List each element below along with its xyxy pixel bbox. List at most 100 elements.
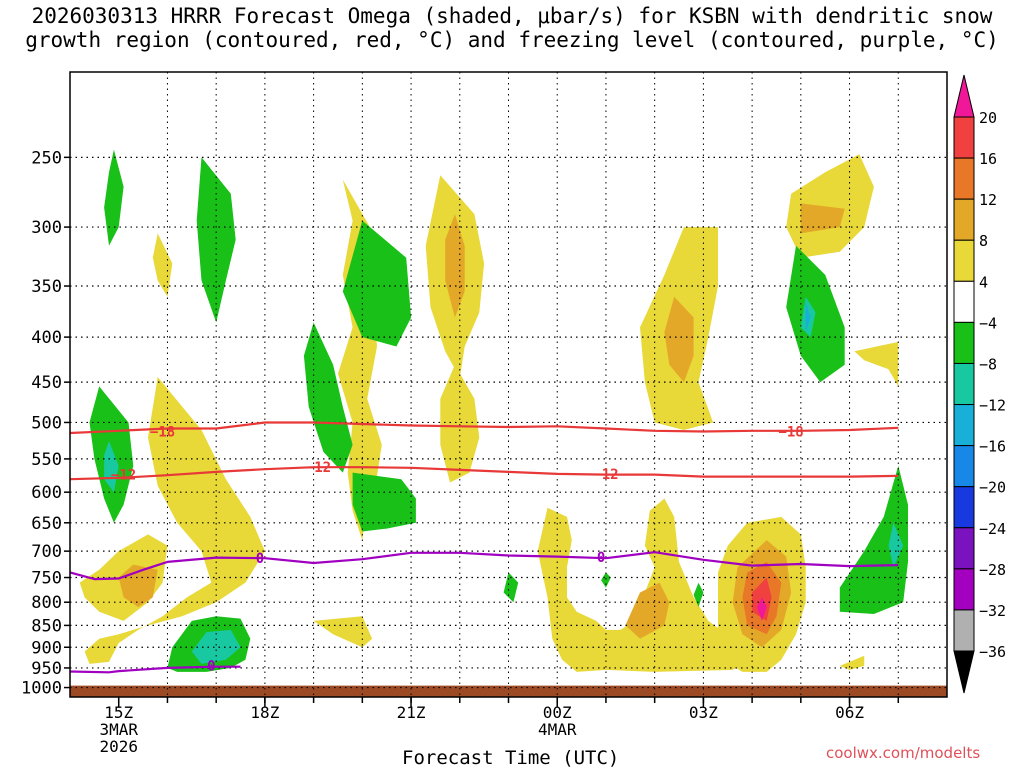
contour-label-freezing-level-1: 0 — [597, 550, 605, 566]
y-tick-label-850: 850 — [31, 616, 62, 636]
colorbar-swatch-2 — [953, 198, 975, 241]
omega-region-31 — [503, 572, 519, 603]
omega-region-20 — [854, 341, 899, 387]
y-tick-label-400: 400 — [31, 328, 62, 348]
colorbar-label-0: 20 — [979, 109, 997, 127]
y-tick-label-350: 350 — [31, 277, 62, 297]
colorbar-label-1: 16 — [979, 150, 997, 168]
omega-region-25 — [104, 441, 119, 493]
omega-region-18 — [786, 154, 874, 258]
omega-region-4 — [152, 233, 173, 297]
colorbar-label-10: −24 — [979, 520, 1006, 538]
y-tick-label-950: 950 — [31, 659, 62, 679]
colorbar-label-4: 4 — [979, 273, 988, 291]
colorbar-swatch-0 — [953, 116, 975, 159]
colorbar-label-7: −12 — [979, 397, 1006, 415]
omega-region-32 — [601, 572, 611, 588]
x-tick-label-3mar: 3MAR — [99, 720, 138, 739]
colorbar-swatch-10 — [953, 527, 975, 570]
x-tick-label-00z: 00Z — [543, 703, 572, 722]
x-tick-label-21z: 21Z — [397, 703, 426, 722]
omega-region-8 — [313, 616, 373, 648]
omega-region-17 — [757, 597, 767, 621]
colorbar-label-2: 12 — [979, 191, 997, 209]
omega-region-36 — [805, 302, 811, 333]
ground-band — [70, 685, 947, 697]
omega-region-10 — [625, 582, 670, 639]
x-axis-label: Forecast Time (UTC) — [402, 747, 620, 769]
omega-region-9 — [537, 498, 753, 672]
y-tick-label-550: 550 — [31, 450, 62, 470]
contour-label-dgz-top-0: −18 — [150, 425, 175, 441]
contour-dgz-top — [69, 421, 899, 435]
omega-region-22 — [104, 149, 124, 246]
colorbar-label-9: −20 — [979, 479, 1006, 497]
omega-region-23 — [196, 157, 236, 323]
contour-label-dgz-top-1: −18 — [778, 425, 803, 441]
colorbar: 20 16 12 8 4 −4 −8 −12 −16 −20 −24 −28 −32 −36 — [953, 74, 1006, 694]
y-tick-label-600: 600 — [31, 483, 62, 503]
axes: 2503003504004505005506006507007508008509… — [21, 71, 948, 756]
x-tick-label-06z: 06Z — [835, 703, 864, 722]
omega-region-33 — [693, 582, 704, 607]
y-tick-label-800: 800 — [31, 593, 62, 613]
colorbar-label-13: −36 — [979, 643, 1006, 661]
omega-region-7 — [440, 364, 480, 483]
y-tick-label-250: 250 — [31, 148, 62, 168]
colorbar-label-6: −8 — [979, 355, 997, 373]
omega-region-29 — [342, 220, 412, 347]
x-tick-label-4mar: 4MAR — [538, 720, 577, 739]
colorbar-label-11: −28 — [979, 561, 1006, 579]
colorbar-swatch-1 — [953, 157, 975, 200]
colorbar-label-3: 8 — [979, 232, 988, 250]
colorbar-swatch-6 — [953, 362, 975, 406]
omega-region-30 — [352, 472, 416, 532]
y-tick-label-900: 900 — [31, 638, 62, 658]
colorbar-swatch-7 — [953, 404, 975, 447]
contour-label-freezing-level-sfc-0: 0 — [207, 659, 215, 675]
contour-freezing-level — [69, 551, 899, 581]
colorbar-label-5: −4 — [979, 314, 997, 332]
x-tick-label-15z: 15Z — [104, 703, 133, 722]
omega-region-27 — [191, 629, 241, 664]
omega-region-28 — [303, 322, 353, 473]
colorbar-label-8: −16 — [979, 438, 1006, 456]
omega-region-6 — [445, 214, 465, 318]
colorbar-top-arrow — [953, 74, 975, 118]
y-tick-label-650: 650 — [31, 514, 62, 534]
y-tick-label-1000: 1000 — [21, 679, 62, 699]
colorbar-label-12: −32 — [979, 602, 1006, 620]
contour-freezing-level-sfc — [69, 665, 241, 674]
contour-lines: −18 −18 −12 −12 −12 0 0 0 — [69, 421, 899, 675]
x-tick-label-2026: 2026 — [99, 737, 138, 756]
ground-layer — [70, 685, 947, 697]
chart-title: 2026030313 HRRR Forecast Omega (shaded, … — [25, 4, 999, 52]
y-tick-label-300: 300 — [31, 218, 62, 238]
omega-region-34 — [786, 245, 845, 383]
y-tick-label-750: 750 — [31, 569, 62, 589]
y-tick-label-500: 500 — [31, 413, 62, 433]
omega-region-19 — [800, 203, 845, 234]
y-tick-label-450: 450 — [31, 373, 62, 393]
x-tick-label-18z: 18Z — [250, 703, 279, 722]
contour-dgz-bottom — [69, 466, 899, 481]
colorbar-swatch-11 — [953, 568, 975, 611]
colorbar-swatch-9 — [953, 486, 975, 529]
omega-region-12 — [664, 296, 694, 383]
colorbar-swatch-12 — [953, 609, 975, 652]
watermark-text: coolwx.com/modelts — [826, 744, 981, 762]
colorbar-swatch-5 — [953, 321, 975, 364]
omega-region-21 — [839, 655, 865, 670]
colorbar-swatch-8 — [953, 445, 975, 488]
contour-label-dgz-bottom-0: −12 — [111, 468, 136, 484]
contour-label-freezing-level-0: 0 — [256, 551, 264, 567]
omega-shading — [79, 149, 908, 672]
contour-label-dgz-bottom-1: −12 — [306, 460, 331, 476]
x-tick-label-03z: 03Z — [689, 703, 718, 722]
omega-region-38 — [888, 522, 904, 568]
colorbar-swatch-3 — [953, 239, 975, 282]
colorbar-bottom-arrow — [953, 650, 975, 694]
colorbar-swatch-4 — [953, 280, 975, 323]
contour-label-dgz-bottom-2: −12 — [593, 467, 618, 483]
